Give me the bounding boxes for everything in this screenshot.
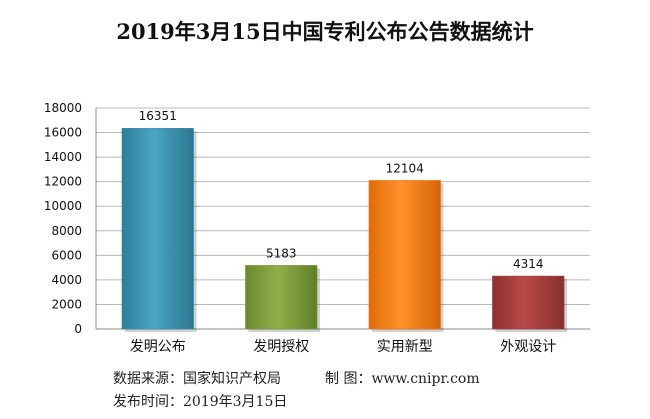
y-tick-label: 16000 (44, 126, 82, 140)
y-tick-label: 8000 (51, 224, 82, 238)
y-tick-label: 18000 (44, 101, 82, 115)
y-tick-label: 6000 (51, 248, 82, 262)
y-tick-label: 10000 (44, 199, 82, 213)
bar (369, 180, 441, 329)
chart-credit-text: 制 图：www.cnipr.com (325, 371, 480, 387)
data-label: 4314 (513, 257, 544, 271)
y-tick-label: 2000 (51, 297, 82, 311)
x-tick-label: 实用新型 (377, 339, 433, 355)
y-tick-label: 12000 (44, 175, 82, 189)
footer-source-line: 数据来源：国家知识产权局 制 图：www.cnipr.com (113, 368, 480, 388)
data-label: 12104 (386, 161, 424, 175)
bar (122, 128, 194, 329)
publish-date-text: 发布时间：2019年3月15日 (113, 394, 287, 410)
data-label: 5183 (266, 246, 297, 260)
footer-date-line: 发布时间：2019年3月15日 (113, 391, 287, 411)
bar (492, 276, 564, 329)
x-tick-label: 发明公布 (130, 339, 186, 355)
y-tick-label: 0 (74, 322, 82, 336)
data-source-text: 数据来源：国家知识产权局 (113, 371, 281, 387)
y-tick-label: 14000 (44, 150, 82, 164)
bar (245, 265, 317, 329)
y-tick-label: 4000 (51, 273, 82, 287)
x-tick-label: 发明授权 (253, 339, 309, 355)
x-tick-label: 外观设计 (500, 339, 556, 355)
data-label: 16351 (139, 109, 177, 123)
